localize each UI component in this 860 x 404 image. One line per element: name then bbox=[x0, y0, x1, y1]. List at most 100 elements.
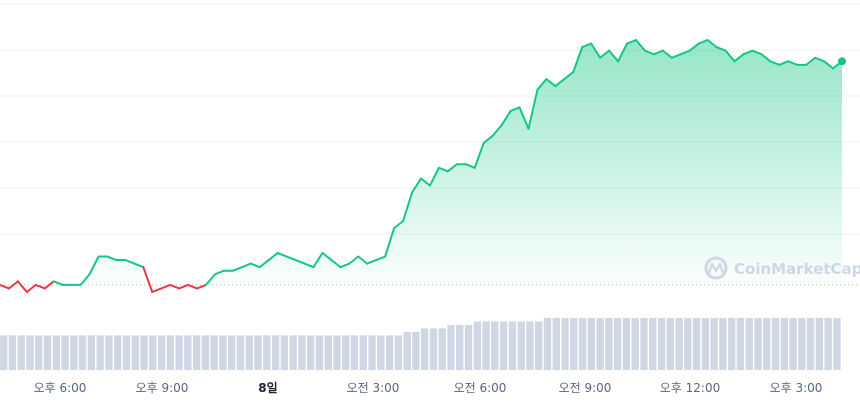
volume-bar bbox=[640, 318, 648, 370]
volume-bar bbox=[43, 335, 52, 370]
price-line-segment bbox=[249, 262, 261, 269]
volume-bar bbox=[17, 335, 25, 370]
price-line-segment bbox=[599, 49, 611, 59]
volume-bar bbox=[368, 335, 376, 370]
price-line-segment bbox=[706, 39, 718, 49]
price-line-segment bbox=[205, 273, 216, 286]
volume-bar bbox=[622, 318, 631, 370]
price-line-segment bbox=[312, 251, 324, 269]
price-line-segment bbox=[437, 166, 449, 173]
price-line-segment bbox=[375, 255, 387, 262]
price-line-segment bbox=[133, 262, 145, 269]
volume-bar bbox=[719, 318, 727, 370]
price-line-segment bbox=[652, 49, 664, 56]
x-axis: 오후 6:00 오후 9:00 8일 오전 3:00 오전 6:00 오전 9:00 오후 … bbox=[34, 381, 823, 395]
volume-bar bbox=[377, 335, 385, 370]
volume-bar bbox=[315, 335, 324, 370]
price-line-segment bbox=[661, 49, 673, 59]
volume-bar bbox=[324, 335, 332, 370]
volume-bar bbox=[649, 318, 657, 370]
x-tick-label: 오전 6:00 bbox=[454, 381, 507, 395]
volume-bar bbox=[780, 318, 788, 370]
price-line-segment bbox=[34, 283, 46, 290]
volume-bar bbox=[798, 318, 806, 370]
price-line-segment bbox=[258, 259, 270, 269]
price-line-segment bbox=[43, 280, 55, 290]
volume-bar bbox=[184, 335, 192, 370]
last-price-dot[interactable] bbox=[838, 57, 846, 66]
price-line-segment bbox=[0, 283, 10, 290]
price-line-segment bbox=[339, 262, 351, 269]
x-tick-label: 오후 3:00 bbox=[770, 381, 823, 395]
price-line-segment bbox=[420, 177, 431, 187]
volume-bar bbox=[508, 321, 517, 370]
volume-bar bbox=[61, 335, 69, 370]
volume-bar bbox=[394, 335, 403, 370]
volume-bar bbox=[789, 318, 797, 370]
watermark-text: CoinMarketCap bbox=[734, 260, 860, 278]
price-line-segment bbox=[509, 106, 521, 112]
price-line-segment bbox=[590, 42, 602, 59]
price-line-segment bbox=[724, 49, 736, 63]
volume-bar bbox=[473, 321, 481, 370]
volume-bar bbox=[157, 335, 166, 370]
volume-bars bbox=[0, 318, 841, 370]
volume-bar bbox=[464, 324, 473, 370]
price-line-segment bbox=[88, 255, 100, 276]
price-line-segment bbox=[16, 280, 28, 293]
volume-bar bbox=[289, 335, 297, 370]
price-line-segment bbox=[751, 49, 763, 56]
volume-bar bbox=[482, 321, 490, 370]
price-line-segment bbox=[25, 283, 37, 293]
price-line-segment bbox=[196, 283, 208, 290]
price-line-segment bbox=[187, 283, 199, 290]
volume-bar bbox=[298, 335, 306, 370]
volume-bar bbox=[605, 318, 613, 370]
volume-bar bbox=[631, 318, 639, 370]
volume-bar bbox=[587, 318, 596, 370]
volume-bar bbox=[35, 335, 43, 370]
volume-bar bbox=[350, 335, 359, 370]
price-line-segment bbox=[106, 255, 118, 262]
price-line-segment bbox=[142, 266, 154, 293]
price-line-segment bbox=[357, 255, 369, 265]
volume-bar bbox=[263, 335, 271, 370]
price-line-segment bbox=[814, 56, 826, 63]
volume-bar bbox=[333, 335, 341, 370]
volume-bar bbox=[192, 335, 201, 370]
price-line-segment bbox=[778, 60, 790, 66]
x-tick-label: 오후 6:00 bbox=[34, 381, 87, 395]
volume-bar bbox=[105, 335, 113, 370]
price-line-segment bbox=[608, 49, 620, 63]
price-line-segment bbox=[303, 262, 315, 269]
price-line-segment bbox=[769, 60, 781, 66]
price-line-segment bbox=[213, 269, 225, 276]
x-tick-label: 오전 3:00 bbox=[347, 381, 400, 395]
price-line-segment bbox=[670, 53, 682, 59]
volume-bar bbox=[245, 335, 253, 370]
volume-bar bbox=[271, 335, 280, 370]
price-line-segment bbox=[563, 70, 575, 81]
coinmarketcap-logo-icon bbox=[704, 256, 728, 280]
price-line-segment bbox=[823, 60, 835, 70]
price-line-segment bbox=[626, 39, 637, 45]
price-line-segment bbox=[491, 124, 503, 137]
x-tick-label: 오후 12:00 bbox=[660, 381, 720, 395]
volume-bar bbox=[701, 318, 710, 370]
price-line-segment bbox=[805, 56, 817, 66]
x-tick-label: 8일 bbox=[258, 381, 277, 395]
volume-bar bbox=[87, 335, 96, 370]
volume-bar bbox=[684, 318, 692, 370]
volume-bar bbox=[456, 324, 464, 370]
price-line-segment bbox=[572, 46, 584, 73]
volume-bar bbox=[561, 318, 569, 370]
price-line-segment bbox=[151, 287, 163, 293]
volume-bar bbox=[149, 335, 157, 370]
volume-bar bbox=[745, 318, 753, 370]
volume-bar bbox=[763, 318, 771, 370]
price-line-segment bbox=[384, 227, 396, 258]
price-line-segment bbox=[267, 251, 279, 262]
volume-bar bbox=[210, 335, 218, 370]
price-line-segment bbox=[402, 191, 414, 223]
